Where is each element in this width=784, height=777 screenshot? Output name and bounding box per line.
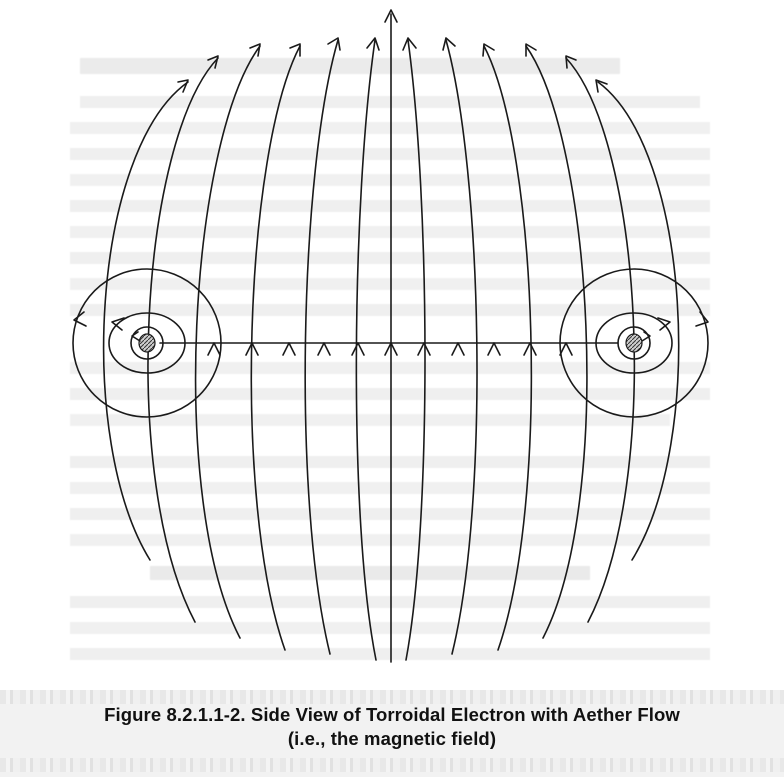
field-line-right-2 <box>445 39 478 655</box>
arrow-up-icon <box>442 37 456 51</box>
field-diagram <box>70 9 710 663</box>
bleed-through-text <box>70 58 710 660</box>
field-line-right-6 <box>597 81 680 561</box>
arrow-up-icon <box>384 9 398 23</box>
field-line-left-6 <box>102 81 189 561</box>
arrow-up-icon <box>245 342 259 356</box>
arrow-up-icon <box>207 55 219 69</box>
right-inner-loop <box>617 326 651 360</box>
field-line-left-1 <box>355 39 377 661</box>
arrow-up-icon <box>384 342 398 356</box>
loop-arrow-icon <box>695 311 709 327</box>
left-middle-loop <box>108 312 186 374</box>
arrow-up-icon <box>565 55 577 69</box>
arrow-up-icon <box>525 43 537 57</box>
right-outer-loop <box>559 268 709 418</box>
right-torus-core <box>625 333 643 353</box>
field-line-left-2 <box>304 39 339 655</box>
arrow-up-icon <box>595 79 608 93</box>
arrow-up-icon <box>317 342 331 356</box>
arrow-up-icon <box>289 43 301 57</box>
arrow-up-icon <box>282 342 296 356</box>
arrow-up-icon <box>177 79 189 93</box>
field-line-right-5 <box>565 57 636 623</box>
field-line-right-3 <box>483 45 533 651</box>
right-middle-loop <box>595 312 673 374</box>
arrow-up-icon <box>417 342 431 356</box>
arrow-up-icon <box>482 43 495 57</box>
field-lines <box>72 13 709 663</box>
arrow-up-icon <box>402 37 417 51</box>
arrow-up-icon <box>559 342 573 356</box>
bleed-strip-top <box>0 690 784 704</box>
loop-arrow-icon <box>73 311 87 327</box>
figure-area <box>70 9 710 663</box>
field-line-left-4 <box>194 45 261 639</box>
left-inner-loop <box>130 326 164 360</box>
arrow-up-icon <box>249 43 261 57</box>
loop-arrow-icon <box>111 317 125 331</box>
figure-caption-line-2: (i.e., the magnetic field) <box>287 728 497 749</box>
loop-arrow-icon <box>131 331 141 342</box>
caption-block: Figure 8.2.1.1-2. Side View of Torroidal… <box>0 690 784 777</box>
field-line-left-3 <box>250 45 301 651</box>
loop-arrow-icon <box>641 331 651 342</box>
arrow-up-icon <box>351 342 365 356</box>
arrow-up-icon <box>207 342 221 356</box>
field-line-left-5 <box>147 57 219 623</box>
arrow-up-icon <box>366 37 380 51</box>
bleed-strip-bottom <box>0 758 784 772</box>
left-outer-loop <box>72 268 222 418</box>
arrow-up-icon <box>327 37 341 51</box>
arrowheads <box>73 9 709 356</box>
field-line-right-4 <box>525 45 588 639</box>
figure-caption-line-1: Figure 8.2.1.1-2. Side View of Torroidal… <box>104 704 680 725</box>
arrow-up-icon <box>451 342 465 356</box>
field-line-right-1 <box>405 39 426 661</box>
left-torus-core <box>138 333 156 353</box>
loop-arrow-icon <box>657 317 671 331</box>
arrow-up-icon <box>487 342 501 356</box>
arrow-up-icon <box>523 342 537 356</box>
